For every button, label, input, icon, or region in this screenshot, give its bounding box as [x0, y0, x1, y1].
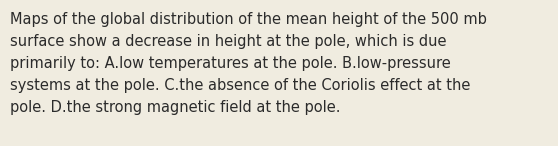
Text: surface show a decrease in height at the pole, which is due: surface show a decrease in height at the…	[10, 34, 446, 49]
Text: pole. D.the strong magnetic field at the pole.: pole. D.the strong magnetic field at the…	[10, 100, 340, 115]
Text: systems at the pole. C.the absence of the Coriolis effect at the: systems at the pole. C.the absence of th…	[10, 78, 470, 93]
Text: primarily to: A.low temperatures at the pole. B.low-pressure: primarily to: A.low temperatures at the …	[10, 56, 451, 71]
Text: Maps of the global distribution of the mean height of the 500 mb: Maps of the global distribution of the m…	[10, 12, 487, 27]
